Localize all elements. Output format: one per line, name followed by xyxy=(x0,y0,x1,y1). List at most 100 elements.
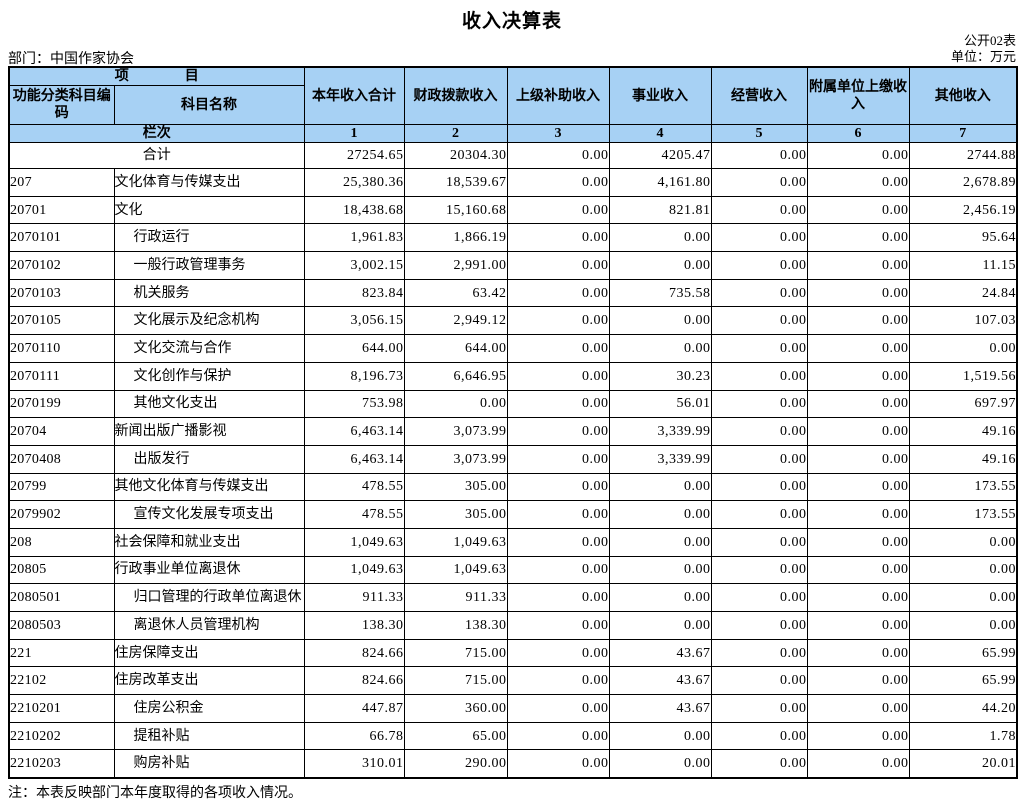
value-cell: 1,049.63 xyxy=(303,555,405,585)
column-index-row: 栏次 1 2 3 4 5 6 7 xyxy=(8,124,1018,143)
table-row: 2210202 提租补贴 66.78 65.00 0.00 0.00 0.00 0.00 1.7… xyxy=(8,721,1018,751)
subject-name-cell: 文化交流与合作 xyxy=(113,334,305,363)
value-cell: 0.00 xyxy=(806,417,910,446)
value-cell: 824.66 xyxy=(303,666,405,696)
value-cell: 1,049.63 xyxy=(403,527,508,557)
value-cell: 24.84 xyxy=(908,278,1018,308)
value-cell: 0.00 xyxy=(710,361,808,391)
value-cell: 0.00 xyxy=(506,583,610,612)
subject-code-cell: 208 xyxy=(8,527,115,557)
subject-code-cell: 2070102 xyxy=(8,251,115,280)
value-cell: 49.16 xyxy=(908,444,1018,474)
value-cell: 0.00 xyxy=(806,223,910,253)
value-cell: 43.67 xyxy=(608,666,712,696)
total-value-cell: 4205.47 xyxy=(608,142,712,169)
value-cell: 0.00 xyxy=(506,334,610,363)
value-cell: 0.00 xyxy=(908,555,1018,585)
subject-code-cell: 2070101 xyxy=(8,223,115,253)
value-cell: 715.00 xyxy=(403,638,508,668)
col-header-subject-name: 科目名称 xyxy=(113,85,305,125)
value-cell: 0.00 xyxy=(608,251,712,280)
lanci-label: 栏次 xyxy=(8,124,305,143)
value-cell: 0.00 xyxy=(710,306,808,336)
column-number-cell: 7 xyxy=(908,124,1018,143)
value-cell: 0.00 xyxy=(806,195,910,225)
value-cell: 0.00 xyxy=(506,223,610,253)
subject-name-cell: 宣传文化发展专项支出 xyxy=(113,500,305,529)
value-cell: 0.00 xyxy=(506,389,610,419)
col-header-affiliated-unit-remittance: 附属单位上缴收入 xyxy=(806,66,910,125)
subject-code-cell: 2210201 xyxy=(8,694,115,723)
value-cell: 0.00 xyxy=(710,417,808,446)
value-cell: 0.00 xyxy=(608,555,712,585)
header-row-subject: 功能分类科目编码 科目名称 xyxy=(8,85,1017,125)
value-cell: 824.66 xyxy=(303,638,405,668)
value-cell: 0.00 xyxy=(806,721,910,751)
value-cell: 0.00 xyxy=(806,306,910,336)
project-group-header: 项 目 xyxy=(8,66,305,86)
value-cell: 0.00 xyxy=(506,666,610,696)
subject-code-cell: 2210202 xyxy=(8,721,115,751)
value-cell: 0.00 xyxy=(710,223,808,253)
value-cell: 49.16 xyxy=(908,417,1018,446)
value-cell: 0.00 xyxy=(506,500,610,529)
column-number-cell: 1 xyxy=(303,124,405,143)
value-cell: 2,678.89 xyxy=(908,168,1018,197)
value-cell: 0.00 xyxy=(908,583,1018,612)
value-cell: 821.81 xyxy=(608,195,712,225)
value-cell: 0.00 xyxy=(506,555,610,585)
value-cell: 0.00 xyxy=(608,527,712,557)
value-cell: 8,196.73 xyxy=(303,361,405,391)
subject-name-cell: 文化创作与保护 xyxy=(113,361,305,391)
value-cell: 6,646.95 xyxy=(403,361,508,391)
table-row: 2070101 行政运行 1,961.83 1,866.19 0.00 0.00 0.00 0… xyxy=(8,223,1018,253)
header-row-project: 项 目 本年收入合计 财政拨款收入 上级补助收入 事业收入 经营收入 附属单位上… xyxy=(8,66,1018,125)
subject-name-cell: 社会保障和就业支出 xyxy=(113,527,305,557)
value-cell: 0.00 xyxy=(608,223,712,253)
total-value-cell: 20304.30 xyxy=(403,142,508,169)
value-cell: 0.00 xyxy=(506,168,610,197)
column-number-cell: 5 xyxy=(710,124,808,143)
table-row: 2079902 宣传文化发展专项支出 478.55 305.00 0.00 0.00 0.0… xyxy=(8,500,1018,529)
subject-code-cell: 2070105 xyxy=(8,306,115,336)
value-cell: 0.00 xyxy=(806,527,910,557)
value-cell: 911.33 xyxy=(403,583,508,612)
meta-right: 公开02表 单位：万元 xyxy=(951,33,1016,65)
col-header-superior-subsidy-income: 上级补助收入 xyxy=(506,66,610,125)
value-cell: 2,456.19 xyxy=(908,195,1018,225)
value-cell: 0.00 xyxy=(806,638,910,668)
value-cell: 0.00 xyxy=(710,527,808,557)
value-cell: 0.00 xyxy=(608,472,712,502)
value-cell: 15,160.68 xyxy=(403,195,508,225)
value-cell: 0.00 xyxy=(806,334,910,363)
value-cell: 6,463.14 xyxy=(303,444,405,474)
value-cell: 310.01 xyxy=(303,749,405,779)
value-cell: 0.00 xyxy=(710,472,808,502)
table-row: 2070105 文化展示及纪念机构 3,056.15 2,949.12 0.00 0.00… xyxy=(8,306,1018,336)
value-cell: 823.84 xyxy=(303,278,405,308)
department-label: 部门：中国作家协会 xyxy=(8,52,134,67)
value-cell: 3,056.15 xyxy=(303,306,405,336)
value-cell: 447.87 xyxy=(303,694,405,723)
value-cell: 0.00 xyxy=(806,666,910,696)
table-row: 2080503 离退休人员管理机构 138.30 138.30 0.00 0.00 0.00… xyxy=(8,611,1018,640)
value-cell: 18,539.67 xyxy=(403,168,508,197)
value-cell: 0.00 xyxy=(806,583,910,612)
total-value-cell: 0.00 xyxy=(806,142,910,169)
value-cell: 0.00 xyxy=(506,611,610,640)
value-cell: 44.20 xyxy=(908,694,1018,723)
value-cell: 0.00 xyxy=(710,334,808,363)
value-cell: 0.00 xyxy=(710,278,808,308)
subject-code-cell: 2070408 xyxy=(8,444,115,474)
table-row: 207 文化体育与传媒支出 25,380.36 18,539.67 0.00 4,161.… xyxy=(8,168,1018,197)
table-row: 221 住房保障支出 824.66 715.00 0.00 43.67 0.00 0.00 65… xyxy=(8,638,1018,668)
value-cell: 0.00 xyxy=(506,306,610,336)
value-cell: 290.00 xyxy=(403,749,508,779)
value-cell: 65.99 xyxy=(908,638,1018,668)
value-cell: 735.58 xyxy=(608,278,712,308)
subject-code-cell: 2210203 xyxy=(8,749,115,779)
subject-name-cell: 住房公积金 xyxy=(113,694,305,723)
value-cell: 18,438.68 xyxy=(303,195,405,225)
table-row: 20704 新闻出版广播影视 6,463.14 3,073.99 0.00 3,339.9… xyxy=(8,417,1018,446)
value-cell: 43.67 xyxy=(608,638,712,668)
